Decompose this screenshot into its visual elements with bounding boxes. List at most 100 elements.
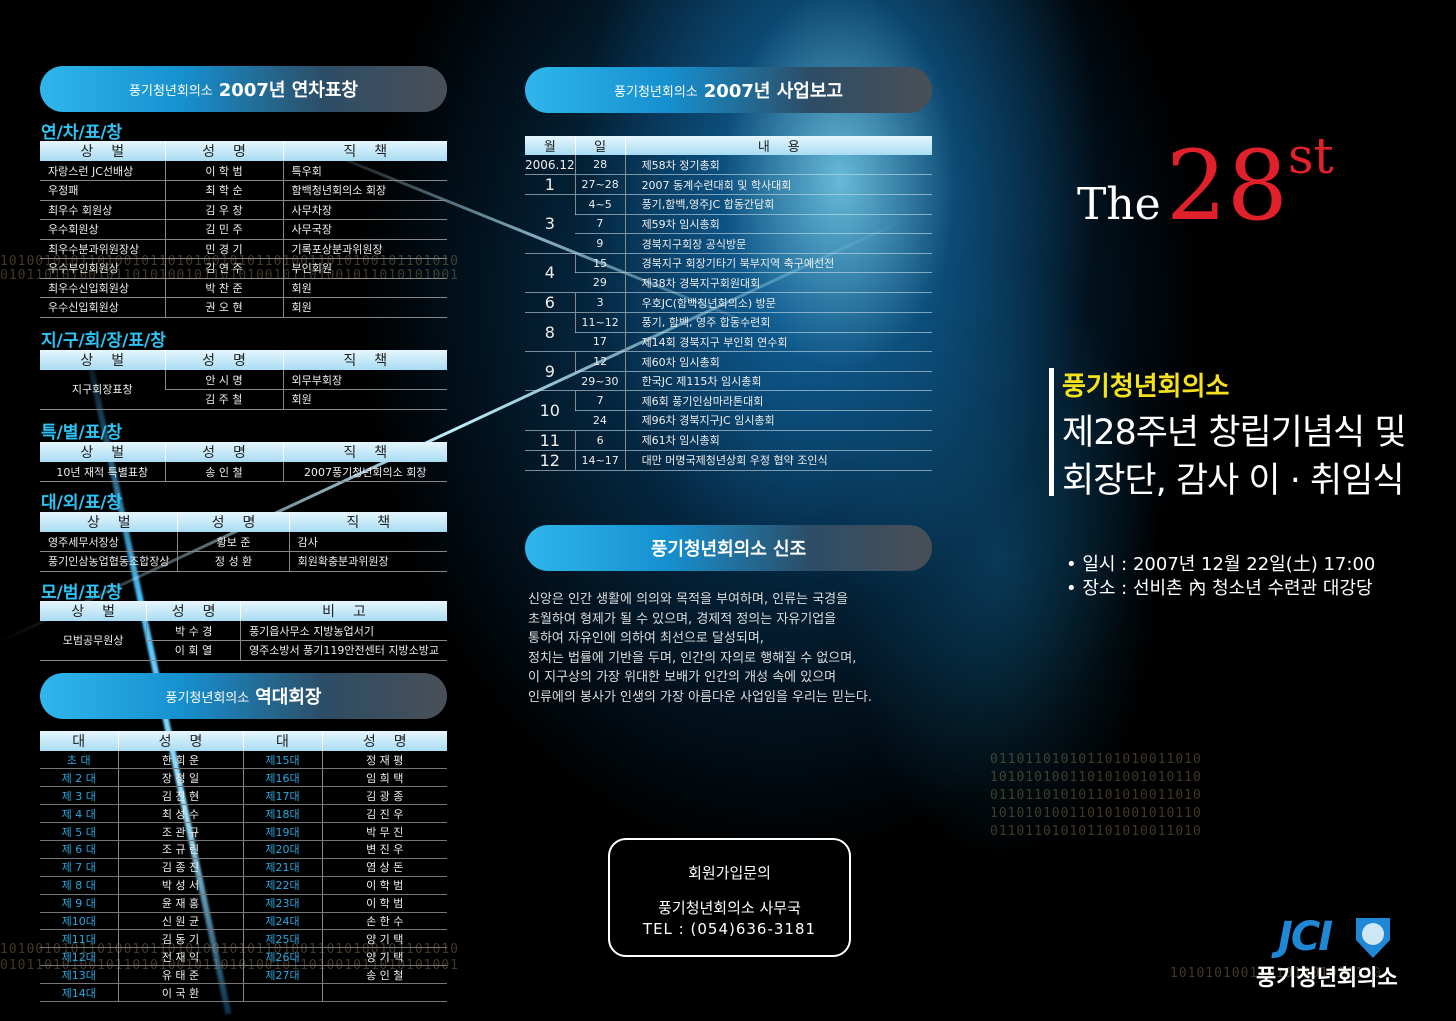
- recipient-position: 특우회: [282, 161, 447, 181]
- table-row: 3 4~5 풍기,함백,영주JC 합동간담회: [525, 194, 932, 254]
- term-label: 제12대: [40, 947, 118, 967]
- column-header: 내용: [624, 136, 932, 155]
- day-cell: 27~28: [574, 174, 626, 196]
- president-name: 송 인 철: [321, 965, 447, 985]
- award-section-title: 특/별/표/창: [41, 423, 123, 443]
- contact-phone: TEL : (054)636-3181: [642, 920, 817, 938]
- title-accent-bar: [1049, 368, 1054, 496]
- awards-header-title: 2007년 연차표창: [218, 80, 358, 101]
- column-header: 성명: [164, 141, 283, 161]
- award-section-title: 대/외/표/창: [41, 493, 123, 513]
- award-name: 최우수분과위원장상: [40, 239, 165, 259]
- term-label: 제 9 대: [40, 894, 118, 913]
- month-cell: 12: [525, 450, 576, 471]
- column-header: 성명: [164, 350, 283, 370]
- recipient-position: 외무부회장: [282, 370, 447, 390]
- term-label: 제16대: [242, 768, 322, 788]
- term-label: 제26대: [242, 947, 322, 967]
- table-row: 최우수 회원상 김 우 창 사무차장: [40, 200, 447, 220]
- term-label: 제21대: [242, 858, 322, 877]
- column-header: 상벌: [40, 442, 165, 462]
- binary-pattern: 101010100110101001010110: [990, 770, 1202, 785]
- creed-line: 신앙은 인간 생활에 의의와 목적을 부여하며, 인류는 국경을: [528, 592, 849, 607]
- award-name: 영주세무서장상: [40, 532, 178, 552]
- table-row: 9 경북지구회장 공식방문: [525, 233, 932, 254]
- president-name: 김 진 현: [117, 786, 243, 806]
- event-cell: 풍기,함백,영주JC 합동간담회: [624, 194, 932, 215]
- recipient-position: 회원: [282, 278, 447, 298]
- term-label: 제 6 대: [40, 840, 118, 859]
- award-table: 상벌 성명 직책 자랑스런 JC선배상 이 학 범 특우회 우정패 최 학 순 함백청년회의소 …: [40, 141, 447, 318]
- table-row: 29~30 한국JC 제115차 임시총회: [525, 371, 932, 392]
- president-name: 조 규 린: [117, 840, 243, 859]
- term-label: 제24대: [242, 912, 322, 931]
- president-name: 전 재 익: [117, 947, 243, 967]
- award-name: 우정패: [40, 180, 165, 201]
- day-cell: 14~17: [574, 450, 626, 471]
- term-label: 제 4 대: [40, 804, 118, 824]
- table-row: 2006.12 28 제58차 정기총회: [525, 155, 932, 176]
- binary-pattern: 011011010101101010011010: [990, 752, 1202, 767]
- recipient-name: 박 수 경: [146, 621, 241, 641]
- award-name: 풍기인삼농업협동조합장상: [40, 551, 178, 572]
- table-row: 제11대 김 동 기 제25대 양 기 택: [40, 929, 447, 949]
- event-cell: 제61차 임시총회: [624, 430, 932, 451]
- recipient-name: 이 회 열: [146, 640, 241, 661]
- day-cell: 7: [575, 214, 626, 235]
- event-cell: 제58차 정기총회: [624, 155, 932, 176]
- president-name: [321, 983, 447, 1002]
- recipient-position: 감사: [288, 532, 447, 552]
- term-label: 초 대: [40, 751, 118, 770]
- column-header: 성명: [146, 601, 241, 621]
- recipient-position: 회원: [282, 389, 447, 410]
- event-cell: 2007 동계수련대회 및 학사대회: [624, 174, 932, 196]
- event-cell: 제96차 경북지구JC 임시총회: [624, 410, 932, 431]
- column-header: 월: [525, 136, 576, 155]
- binary-pattern: 011011010101101010011010: [990, 824, 1202, 839]
- table-header-row: 월 일 내용: [525, 136, 932, 155]
- day-cell: 29: [575, 272, 626, 294]
- table-row: 자랑스런 JC선배상 이 학 범 특우회: [40, 161, 447, 181]
- term-label: 제 8 대: [40, 876, 118, 895]
- recipient-name: 이 학 범: [164, 161, 283, 181]
- table-row: 제13대 유 태 준 제27대 송 인 철: [40, 965, 447, 985]
- recipient-position: 함백청년회의소 회장: [282, 180, 447, 201]
- table-header-row: 상벌 성명 직책: [40, 442, 447, 462]
- table-row: 9 12 제60차 임시총회: [525, 351, 932, 392]
- recipient-name: 김 연 주: [164, 258, 283, 279]
- event-cell: 풍기, 함백, 영주 합동수련회: [624, 312, 932, 333]
- report-header: 풍기청년회의소 2007년 사업보고: [525, 67, 932, 113]
- president-name: 최 성 수: [117, 804, 243, 824]
- term-label: 제22대: [242, 876, 322, 895]
- column-header: 상벌: [40, 350, 165, 370]
- recipient-name: 안 시 명: [164, 370, 283, 390]
- table-row: 우수신입회원상 권 오 현 회원: [40, 297, 447, 318]
- column-header: 일: [574, 136, 626, 155]
- table-header-row: 상벌 성명 직책: [40, 512, 447, 532]
- award-name: 우수신입회원상: [40, 297, 165, 318]
- term-label: 제14대: [40, 983, 118, 1002]
- contact-title: 회원가입문의: [688, 864, 771, 882]
- president-name: 유 태 준: [117, 965, 243, 985]
- award-table: 상벌 성명 직책 10년 재적 특별표창 송 인 철 2007풍기청년회의소 회장: [40, 442, 447, 482]
- table-row: 우정패 최 학 순 함백청년회의소 회장: [40, 180, 447, 201]
- creed-line: 초월하여 형제가 될 수 있으며, 경제적 정의는 자유기업을: [528, 611, 837, 627]
- day-cell: 24: [575, 410, 626, 431]
- month-cell: 9: [525, 351, 576, 392]
- award-name: 최우수 회원상: [40, 200, 165, 220]
- presidents-header: 풍기청년회의소 역대회장: [40, 673, 447, 719]
- table-row: 우수회원상 김 민 주 사무국장: [40, 219, 447, 240]
- president-name: 김 동 기: [117, 929, 243, 949]
- table-row: 풍기인삼농업협동조합장상 정 성 환 회원확충분과위원장: [40, 551, 447, 572]
- month-cell: 8: [525, 312, 576, 353]
- column-header: 상벌: [40, 512, 178, 532]
- recipient-name: 김 우 창: [164, 200, 283, 220]
- table-header-row: 상벌 성명 비고: [40, 601, 447, 621]
- column-header: 성명: [177, 512, 290, 532]
- the-text: The: [1077, 179, 1161, 230]
- term-label: 제15대: [242, 751, 322, 770]
- creed-header: 풍기청년회의소 신조: [525, 525, 932, 571]
